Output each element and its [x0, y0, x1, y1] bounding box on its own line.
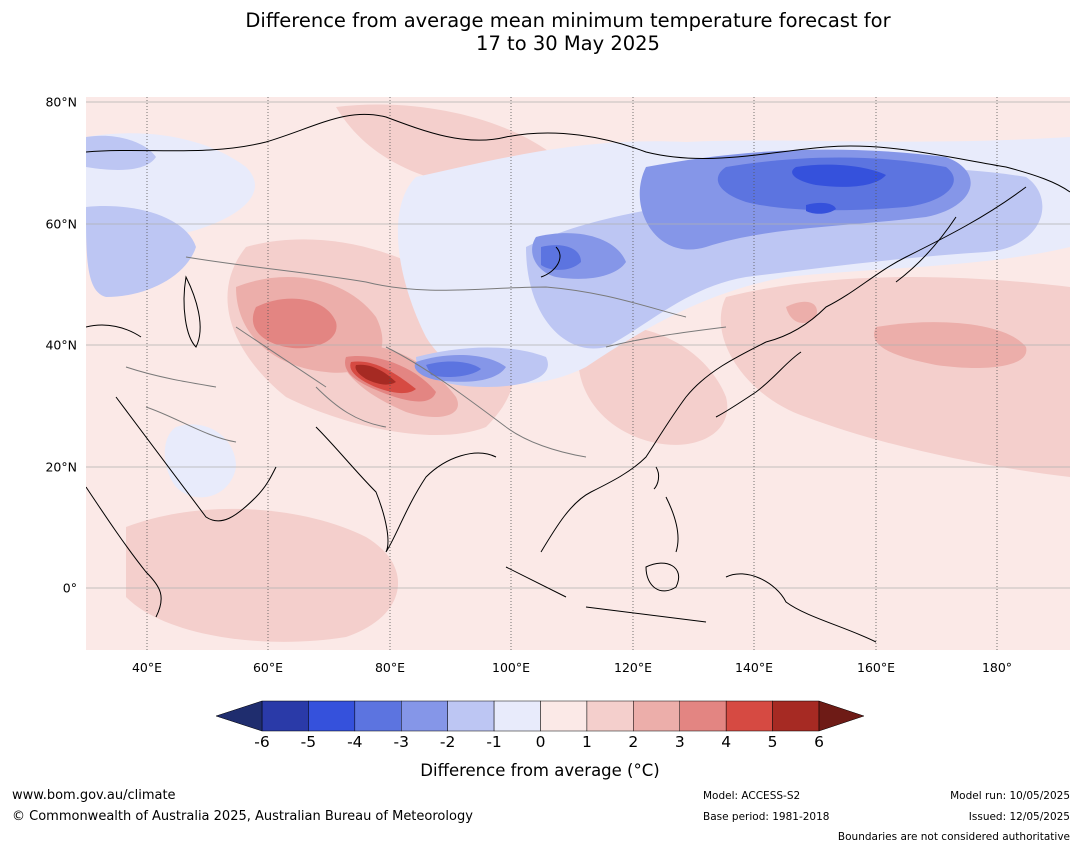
base-period-info: Base period: 1981-2018 — [703, 811, 830, 823]
lon-label-100e: 100°E — [491, 660, 531, 675]
colorbar-segment — [308, 700, 356, 732]
colorbar-segment — [586, 700, 634, 732]
colorbar-tick-label: 1 — [581, 733, 592, 751]
country-borders — [125, 256, 727, 458]
website-link[interactable]: www.bom.gov.au/climate — [12, 788, 176, 803]
colorbar-segment — [725, 700, 773, 732]
colorbar-segment — [447, 700, 495, 732]
colorbar-label: Difference from average (°C) — [420, 761, 660, 780]
title-line-2: 17 to 30 May 2025 — [476, 32, 660, 55]
lat-label-80n: 80°N — [45, 94, 77, 110]
lat-label-20n: 20°N — [45, 459, 77, 475]
lon-label-40e: 40°E — [131, 660, 163, 675]
model-info: Model: ACCESS-S2 — [703, 790, 801, 802]
colorbar-tick-label: 6 — [814, 733, 824, 751]
colorbar-tick-label: 5 — [767, 733, 778, 751]
colorbar-tick-label: 3 — [674, 733, 685, 751]
colorbar-segment — [633, 700, 680, 732]
latitude-grid — [86, 101, 1070, 589]
coastlines — [86, 113, 1070, 643]
lat-label-40n: 40°N — [45, 337, 77, 353]
colorbar-segment — [261, 700, 309, 732]
colorbar-tick-label: -6 — [254, 733, 270, 751]
lon-label-120e: 120°E — [613, 660, 653, 675]
colorbar-tick-label: 2 — [628, 733, 639, 751]
lon-label-180: 180° — [981, 660, 1013, 675]
lon-label-140e: 140°E — [734, 660, 774, 675]
boundaries-note: Boundaries are not considered authoritat… — [837, 831, 1070, 843]
colorbar-high-extension — [818, 700, 865, 732]
colorbar-segment — [493, 700, 541, 732]
colorbar-segment — [772, 700, 820, 732]
colorbar-segment — [401, 700, 448, 732]
lat-label-0: 0° — [62, 580, 77, 596]
map-title: Difference from average mean minimum tem… — [0, 9, 1081, 55]
colorbar-tick-label: 4 — [721, 733, 732, 751]
colorbar-tick-label: -3 — [393, 733, 409, 751]
colorbar-segment — [354, 700, 402, 732]
title-line-1: Difference from average mean minimum tem… — [245, 9, 891, 32]
lon-label-160e: 160°E — [856, 660, 896, 675]
issued-info: Issued: 12/05/2025 — [968, 811, 1070, 823]
colorbar-tick-label: -2 — [439, 733, 456, 751]
colorbar-tick-label: -4 — [347, 733, 363, 751]
lon-label-60e: 60°E — [252, 660, 284, 675]
anomaly-band-neg5-neg4 — [792, 164, 886, 214]
copyright-text: © Commonwealth of Australia 2025, Austra… — [12, 809, 473, 824]
lon-label-80e: 80°E — [374, 660, 406, 675]
colorbar-segment — [679, 700, 727, 732]
forecast-map — [86, 97, 1070, 650]
colorbar-low-extension — [215, 700, 263, 732]
colorbar-tick-label: -1 — [486, 733, 502, 751]
colorbar-segment — [540, 700, 588, 732]
colorbar-tick-label: 0 — [535, 733, 546, 751]
anomaly-band-5-6 — [355, 364, 396, 385]
colorbar-tick-label: -5 — [300, 733, 317, 751]
model-run-info: Model run: 10/05/2025 — [950, 790, 1070, 802]
lat-label-60n: 60°N — [45, 216, 77, 232]
